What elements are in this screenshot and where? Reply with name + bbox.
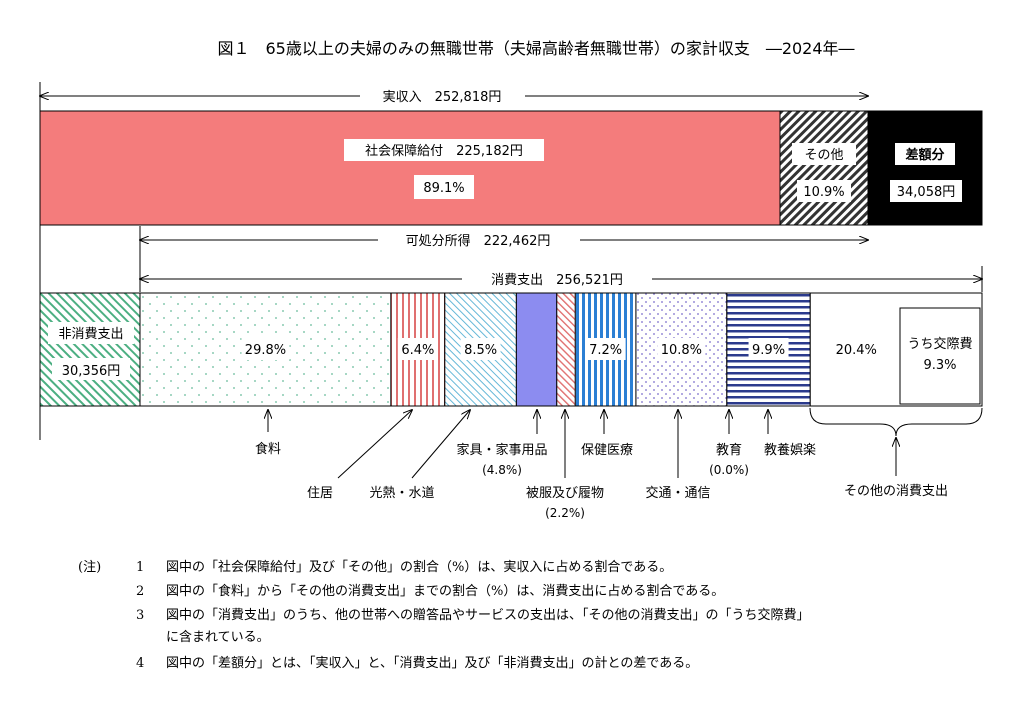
social-expense-label: うち交際費: [907, 336, 972, 352]
expense-pct-medical: 7.2%: [589, 343, 622, 358]
notes-label: (注): [78, 560, 102, 575]
pointer-recreation: 教養娯楽: [764, 410, 816, 458]
note-text-4: 図中の「差額分」とは、「実収入」と、「消費支出」及び「非消費支出」の計との差であ…: [166, 656, 699, 671]
social-pct-box: [414, 175, 474, 199]
non-consumption-amount-box: [52, 358, 130, 380]
pointer-other-exp: その他の消費支出: [809, 407, 983, 499]
expense-segments: 29.8% 6.4% 8.5% 7.2% 10.8% 9.9% 20.4%: [139, 292, 983, 407]
expense-pct-box-medical: [585, 338, 626, 360]
note-num-4: 4: [136, 656, 145, 671]
expense-pct-transport: 10.8%: [661, 343, 702, 358]
chart-title: 図１ 65歳以上の夫婦のみの無職世帯（夫婦高齢者無職世帯）の家計収支 ―2024…: [217, 39, 854, 58]
expense-pct-box-other_exp: [832, 338, 881, 360]
label-clothing: 被服及び履物: [526, 486, 604, 501]
expense-pct-box-food: [241, 338, 290, 360]
pointer-clothing: 被服及び履物 (2.2%): [526, 410, 604, 520]
expense-pct-box-transport: [657, 338, 706, 360]
label-medical: 保健医療: [581, 443, 633, 458]
non-consumption-amount: 30,356円: [62, 364, 121, 379]
consumption-label: 消費支出 256,521円: [491, 273, 623, 288]
label-education-sub: (0.0%): [709, 463, 749, 477]
label-recreation: 教養娯楽: [764, 442, 816, 458]
label-food: 食料: [255, 441, 281, 457]
note-item-2: 2 図中の「食料」から「その他の消費支出」までの割合（%）は、消費支出に占める割合…: [136, 580, 724, 599]
other-pct-box: [797, 180, 851, 202]
non-consumption-label: 非消費支出: [58, 327, 123, 342]
pointer-food: 食料: [255, 410, 281, 457]
expense-pct-housing: 6.4%: [401, 343, 434, 358]
other-label: その他: [804, 148, 843, 163]
expense-bar-furniture: [515, 292, 558, 407]
pointer-education: 教育 (0.0%): [709, 410, 749, 477]
label-clothing-sub: (2.2%): [545, 506, 585, 520]
deficit-amount-box: [890, 180, 962, 202]
other-pct: 10.9%: [803, 185, 844, 200]
label-other-exp: その他の消費支出: [844, 484, 948, 499]
income-bar-other: [779, 110, 869, 226]
social-label: 社会保障給付 225,182円: [365, 143, 523, 159]
non-consumption-bar: [39, 292, 141, 407]
expense-pct-box-utilities: [460, 338, 501, 360]
expense-pct-other_exp: 20.4%: [836, 343, 877, 358]
label-furniture-sub: (4.8%): [482, 463, 522, 477]
label-furniture: 家具・家事用品: [456, 442, 547, 458]
pointer-furniture: 家具・家事用品 (4.8%): [456, 410, 548, 477]
note-num-3: 3: [136, 608, 145, 623]
expense-pct-box-recreation: [748, 338, 789, 360]
household-budget-chart: 図１ 65歳以上の夫婦のみの無職世帯（夫婦高齢者無職世帯）の家計収支 ―2024…: [0, 39, 1024, 520]
social-pct: 89.1%: [423, 181, 464, 196]
label-education: 教育: [716, 442, 742, 458]
label-utilities: 光熱・水道: [369, 486, 434, 501]
social-label-box: [344, 139, 544, 161]
income-label: 実収入 252,818円: [383, 89, 502, 105]
social-expense-pct: 9.3%: [923, 358, 956, 373]
expense-pct-box-housing: [397, 338, 438, 360]
social-expense-box: [899, 307, 981, 405]
expense-pct-recreation: 9.9%: [752, 343, 785, 358]
income-bar-social: [39, 110, 781, 226]
deficit-label-box: [895, 143, 955, 165]
deficit-label: 差額分: [905, 147, 944, 163]
note-text-1: 図中の「社会保障給付」及び「その他」の割合（%）は、実収入に占める割合である。: [166, 560, 673, 575]
income-bar-deficit: [867, 110, 983, 226]
note-num-2: 2: [136, 584, 145, 599]
label-housing: 住居: [307, 486, 333, 501]
note-item-3: 3 図中の「消費支出」のうち、他の世帯への贈答品やサービスの支出は、「その他の消費…: [136, 604, 810, 623]
note-item-1: 1 図中の「社会保障給付」及び「その他」の割合（%）は、実収入に占める割合である。: [136, 556, 672, 575]
non-consumption-label-box: [48, 322, 134, 344]
note-num-1: 1: [136, 560, 145, 575]
disposable-label: 可処分所得 222,462円: [406, 233, 551, 249]
note-item-4: 4 図中の「差額分」とは、「実収入」と、「消費支出」及び「非消費支出」の計との差で…: [136, 652, 698, 671]
note-text-2: 図中の「食料」から「その他の消費支出」までの割合（%）は、消費支出に占める割合で…: [166, 584, 725, 599]
deficit-amount: 34,058円: [897, 185, 956, 200]
expense-pct-utilities: 8.5%: [464, 343, 497, 358]
pointer-transport: 交通・通信: [645, 410, 711, 501]
pointer-utilities: 光熱・水道: [369, 410, 470, 501]
note-text-3-cont: に含まれている。: [166, 630, 270, 645]
expense-pct-food: 29.8%: [245, 343, 286, 358]
label-transport: 交通・通信: [645, 485, 710, 501]
pointer-medical: 保健医療: [581, 410, 633, 458]
pointer-housing: 住居: [307, 410, 412, 501]
note-text-3: 図中の「消費支出」のうち、他の世帯への贈答品やサービスの支出は、「その他の消費支…: [166, 608, 810, 623]
expense-bar-clothing: [556, 292, 576, 407]
other-label-box: [792, 143, 856, 165]
